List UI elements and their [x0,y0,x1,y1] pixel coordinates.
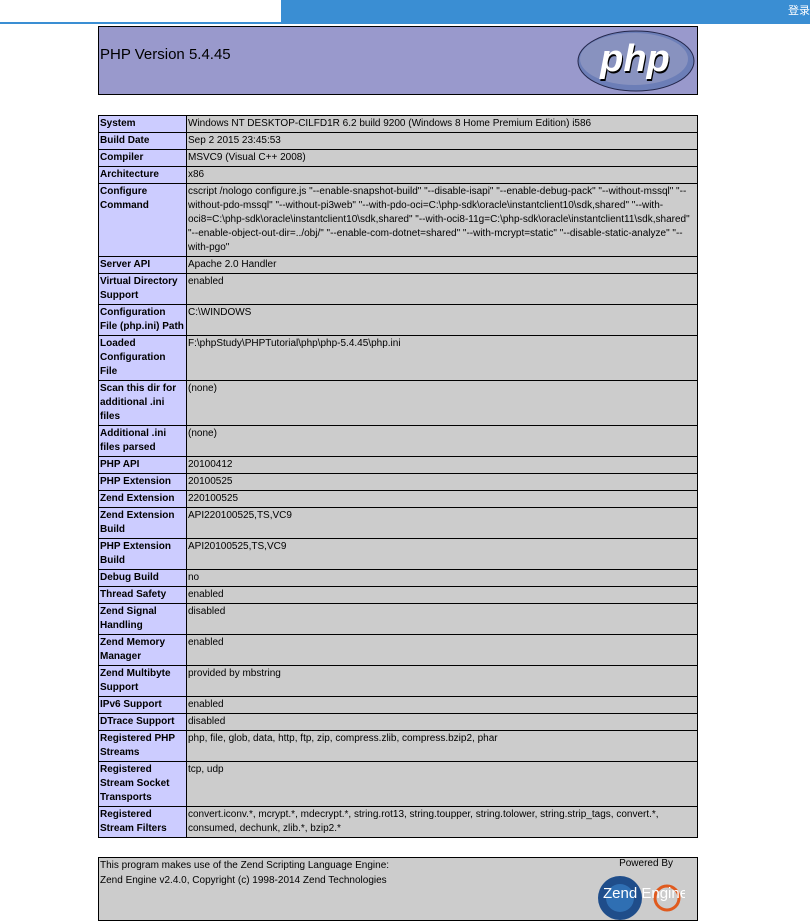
table-row: Configure Command cscript /nologo configu… [98,183,698,257]
table-row: Zend Extension 220100525 [98,490,698,508]
table-row: Scan this dir for additional .ini files(… [98,380,698,426]
row-value: no [186,569,698,587]
table-row: Thread Safety enabled [98,586,698,604]
phpinfo-container: PHP Version 5.4.45 php php System Windows… [98,26,698,921]
table-row: Registered PHP Streams php, file, glob, d… [98,730,698,762]
row-label: Zend Extension [98,490,187,508]
table-row: Zend Extension Build API220100525,TS,VC9 [98,507,698,539]
phpinfo-header: PHP Version 5.4.45 php php [98,26,698,95]
zend-notice-line2: Zend Engine v2.4.0, Copyright (c) 1998-2… [100,875,387,886]
row-value: API220100525,TS,VC9 [186,507,698,539]
table-row: Registered Stream Socket Transports tcp, … [98,761,698,807]
row-label: Zend Memory Manager [98,634,187,666]
row-value: (none) [186,380,698,426]
row-label: Build Date [98,132,187,150]
table-row: Registered Stream Filters convert.iconv.*… [98,806,698,838]
table-row: Virtual Directory Support enabled [98,273,698,305]
row-label: Scan this dir for additional .ini files [98,380,187,426]
row-label: Configuration File (php.ini) Path [98,304,187,336]
table-row: PHP Extension 20100525 [98,473,698,491]
row-value: disabled [186,713,698,731]
page-title: PHP Version 5.4.45 [100,46,231,63]
zend-engine-logo: Zend Engine [598,876,685,920]
table-row: Debug Build no [98,569,698,587]
table-row: Loaded Configuration File F:\phpStudy\PHP… [98,335,698,381]
table-row: Zend Multibyte Support provided by mbstri… [98,665,698,697]
row-label: Zend Multibyte Support [98,665,187,697]
row-label: PHP API [98,456,187,474]
table-row: Additional .ini files parsed (none) [98,425,698,457]
row-label: PHP Extension [98,473,187,491]
row-value: API20100525,TS,VC9 [186,538,698,570]
row-value: 20100525 [186,473,698,491]
row-label: Architecture [98,166,187,184]
row-value: enabled [186,696,698,714]
row-value: provided by mbstring [186,665,698,697]
row-label: Loaded Configuration File [98,335,187,381]
php-logo: php php [577,30,695,92]
row-value: enabled [186,273,698,305]
row-label: Server API [98,256,187,274]
row-value: x86 [186,166,698,184]
row-value: 20100412 [186,456,698,474]
zend-footer: This program makes use of the Zend Scrip… [98,857,698,921]
row-value: tcp, udp [186,761,698,807]
row-label: Compiler [98,149,187,167]
row-value: cscript /nologo configure.js "--enable-s… [186,183,698,257]
address-area[interactable] [0,0,281,22]
row-value: enabled [186,586,698,604]
row-label: Registered Stream Filters [98,806,187,838]
row-label: Configure Command [98,183,187,257]
row-value: php, file, glob, data, http, ftp, zip, c… [186,730,698,762]
row-value: MSVC9 (Visual C++ 2008) [186,149,698,167]
row-value: (none) [186,425,698,457]
row-value: C:\WINDOWS [186,304,698,336]
zend-logo-text: Zend Engine [603,885,685,902]
row-label: Additional .ini files parsed [98,425,187,457]
login-link[interactable]: 登录 [788,0,810,24]
row-label: PHP Extension Build [98,538,187,570]
table-row: PHP Extension Build API20100525,TS,VC9 [98,538,698,570]
row-value: enabled [186,634,698,666]
top-bar: 登录 [0,0,810,24]
row-label: Registered PHP Streams [98,730,187,762]
table-row: Compiler MSVC9 (Visual C++ 2008) [98,149,698,167]
row-label: Debug Build [98,569,187,587]
php-logo-text-highlight: php [599,38,670,80]
row-label: DTrace Support [98,713,187,731]
row-value: disabled [186,603,698,635]
table-row: Configuration File (php.ini) Path C:\WIND… [98,304,698,336]
row-value: convert.iconv.*, mcrypt.*, mdecrypt.*, s… [186,806,698,838]
table-row: Zend Signal Handling disabled [98,603,698,635]
zend-notice-line1: This program makes use of the Zend Scrip… [100,860,390,871]
row-value: F:\phpStudy\PHPTutorial\php\php-5.4.45\p… [186,335,698,381]
table-row: System Windows NT DESKTOP-CILFD1R 6.2 bui… [98,115,698,133]
powered-by-label: Powered By [619,858,673,869]
row-label: System [98,115,187,133]
row-label: Registered Stream Socket Transports [98,761,187,807]
row-label: Virtual Directory Support [98,273,187,305]
row-value: Sep 2 2015 23:45:53 [186,132,698,150]
table-row: Zend Memory Manager enabled [98,634,698,666]
row-value: Windows NT DESKTOP-CILFD1R 6.2 build 920… [186,115,698,133]
info-table: System Windows NT DESKTOP-CILFD1R 6.2 bui… [98,115,698,838]
php-logo-text: php [600,40,671,82]
row-label: IPv6 Support [98,696,187,714]
row-label: Zend Extension Build [98,507,187,539]
table-row: Server API Apache 2.0 Handler [98,256,698,274]
row-value: Apache 2.0 Handler [186,256,698,274]
table-row: DTrace Support disabled [98,713,698,731]
row-label: Thread Safety [98,586,187,604]
row-value: 220100525 [186,490,698,508]
table-row: IPv6 Support enabled [98,696,698,714]
table-row: Architecture x86 [98,166,698,184]
table-row: Build Date Sep 2 2015 23:45:53 [98,132,698,150]
row-label: Zend Signal Handling [98,603,187,635]
table-row: PHP API 20100412 [98,456,698,474]
